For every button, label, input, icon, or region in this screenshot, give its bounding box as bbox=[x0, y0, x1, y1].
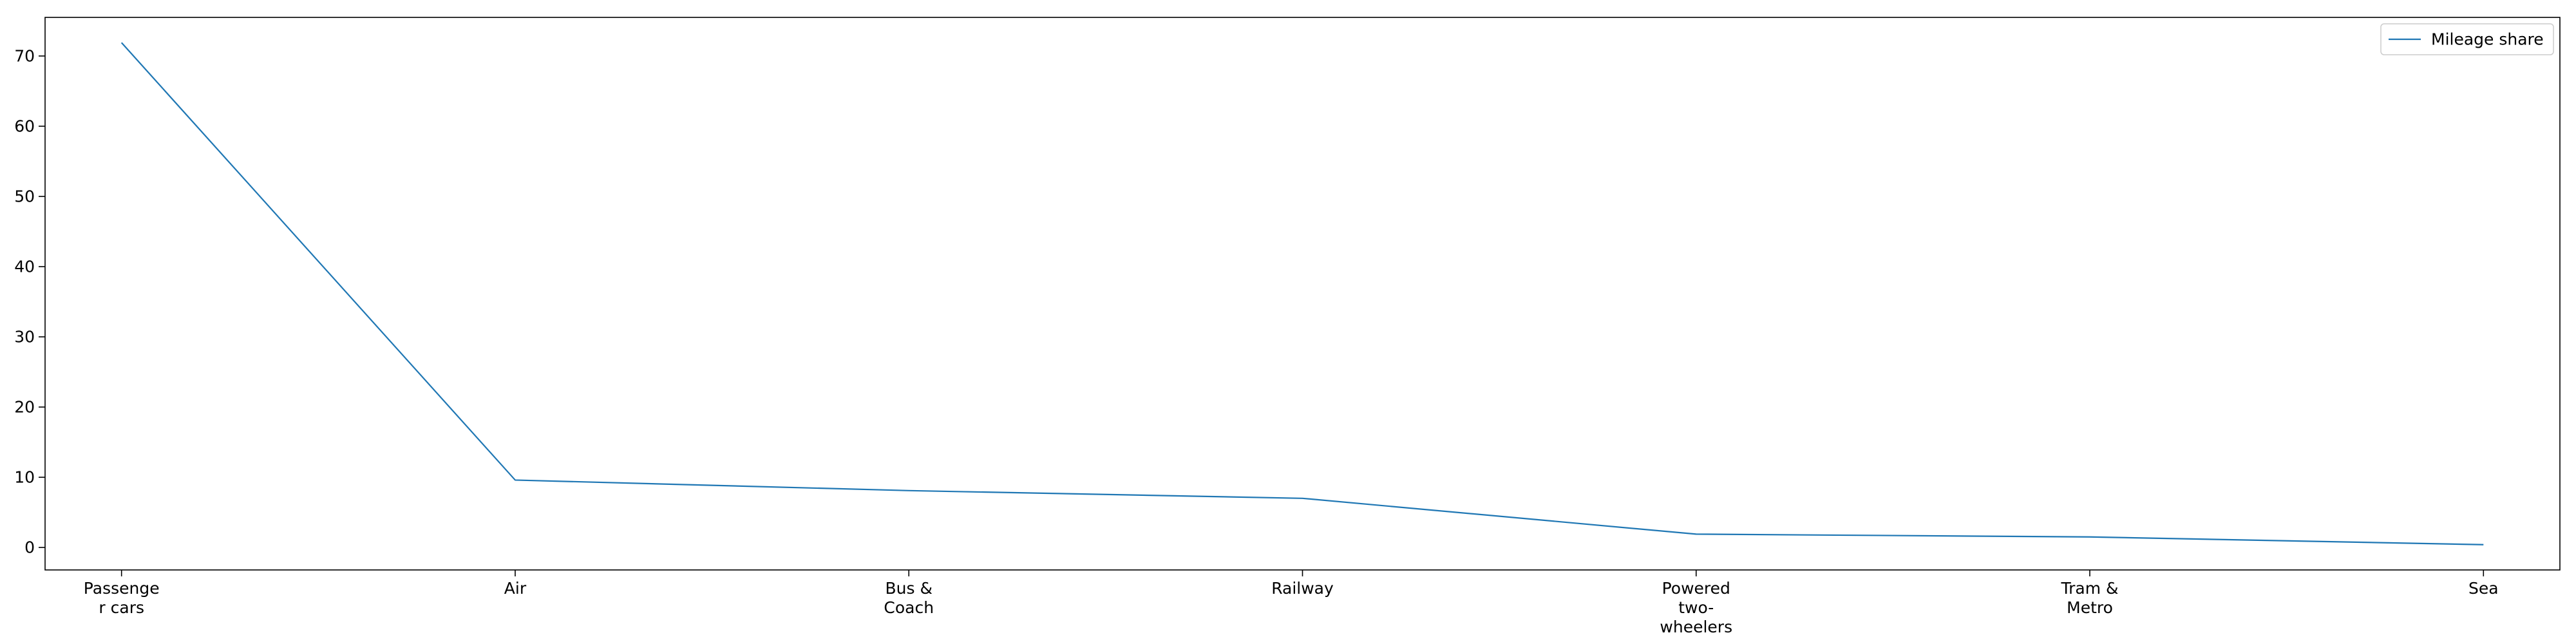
x-tick-label: Air bbox=[504, 579, 527, 598]
series-line-0 bbox=[120, 42, 2484, 545]
y-tick-label: 20 bbox=[14, 398, 35, 417]
x-tick-label: Railway bbox=[1271, 579, 1334, 598]
y-tick-label: 60 bbox=[14, 117, 35, 135]
legend-box bbox=[2380, 23, 2554, 55]
axes: 0 10 20 30 40 50 60 70 Passenge r cars Air Bus & Coa… bbox=[14, 17, 2561, 636]
x-tick-label: Bus & Coach bbox=[884, 579, 934, 617]
y-tick-label: 0 bbox=[24, 538, 35, 557]
legend-label: Mileage share bbox=[2431, 30, 2544, 49]
y-tick-label: 30 bbox=[14, 328, 35, 346]
y-tick-label: 70 bbox=[14, 46, 35, 65]
x-tick-label: Powered two-wheelers bbox=[1660, 579, 1732, 636]
y-tick-label: 40 bbox=[14, 258, 35, 276]
y-tick-label: 10 bbox=[14, 468, 35, 487]
y-tick-label: 50 bbox=[14, 187, 35, 206]
x-tick-label: Sea bbox=[2468, 579, 2499, 598]
x-tick-label: Passenge r cars bbox=[84, 579, 160, 617]
x-tick-label: Tram & Metro bbox=[2061, 579, 2119, 617]
legend: Mileage share bbox=[2380, 23, 2554, 55]
plot-area bbox=[120, 42, 2484, 545]
